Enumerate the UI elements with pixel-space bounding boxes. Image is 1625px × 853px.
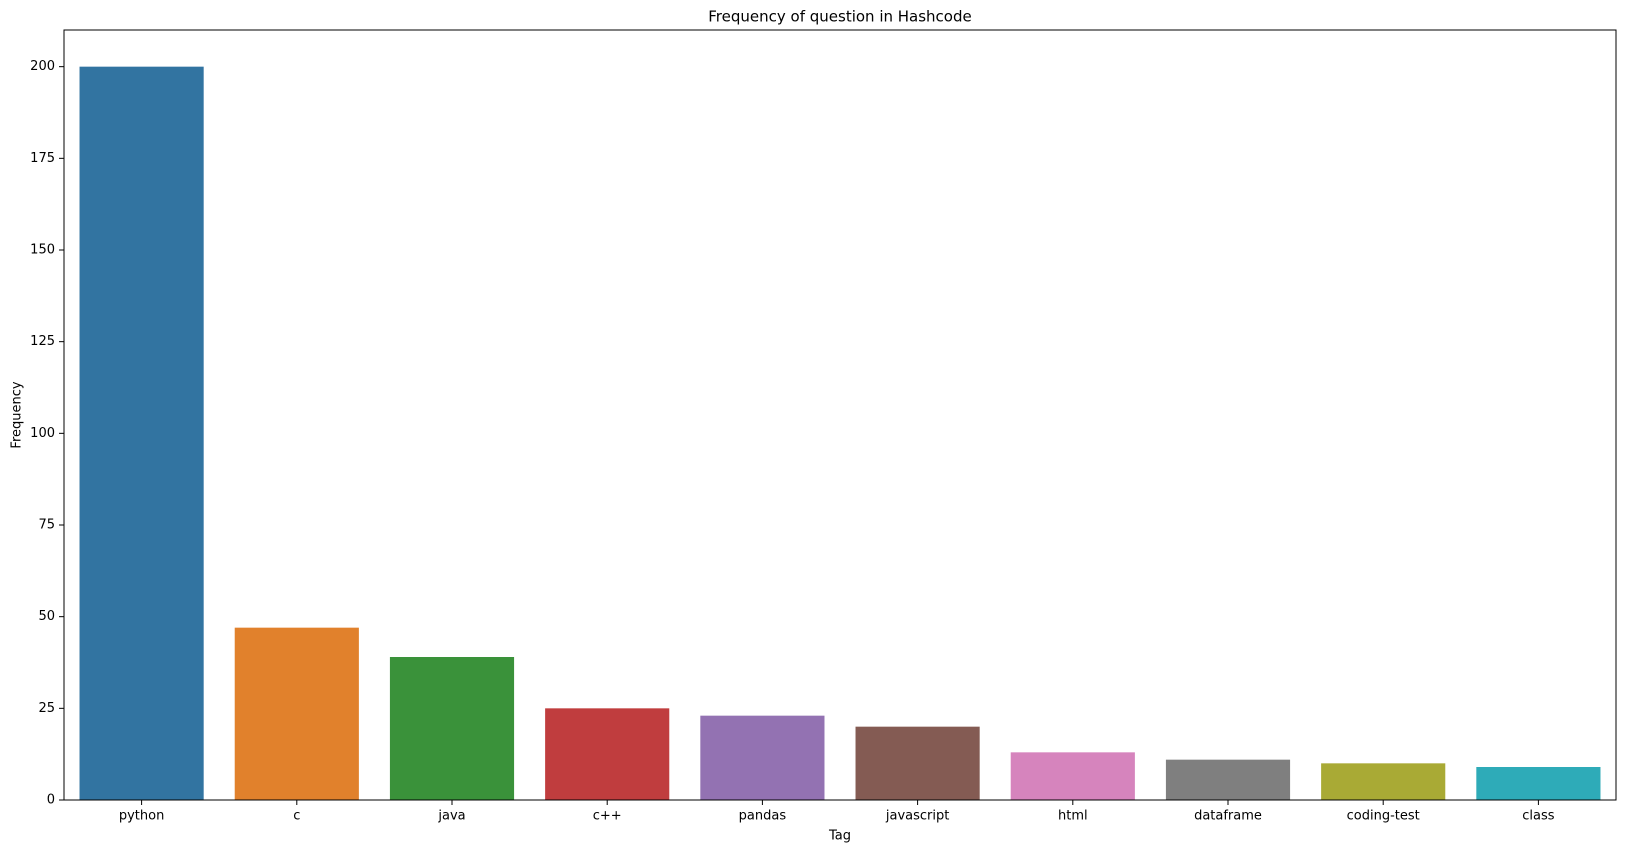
y-axis-label: Frequency [10,381,25,448]
x-tick-label: java [437,809,465,824]
bar [389,657,515,800]
chart-title: Frequency of question in Hashcode [708,8,971,26]
bar [545,708,670,800]
x-tick-label: class [1522,809,1554,824]
x-tick-label: javascript [885,809,949,824]
x-tick-label: dataframe [1194,809,1262,824]
x-tick-label: html [1058,809,1088,824]
x-tick-label: python [119,809,164,824]
bar [1321,763,1446,800]
y-tick-label: 200 [30,59,55,74]
bar [234,627,359,800]
x-tick-label: pandas [739,809,787,824]
bar [79,66,204,800]
y-tick-label: 25 [38,701,55,716]
x-tick-label: coding-test [1347,809,1420,824]
bar [1165,759,1291,800]
y-tick-label: 175 [30,151,55,166]
x-tick-label: c [293,809,300,824]
plot-frame [63,29,1617,801]
y-tick-label: 75 [38,518,55,533]
y-tick-label: 125 [30,334,55,349]
bar [1476,767,1601,800]
bar [700,715,825,800]
x-tick-label: c++ [593,809,622,824]
y-tick-label: 150 [30,243,55,258]
bar [855,726,980,800]
y-tick-label: 100 [30,426,55,441]
bar [1010,752,1135,800]
y-tick-label: 50 [38,609,55,624]
y-tick-label: 0 [47,793,55,808]
x-axis-label: Tag [828,829,851,844]
